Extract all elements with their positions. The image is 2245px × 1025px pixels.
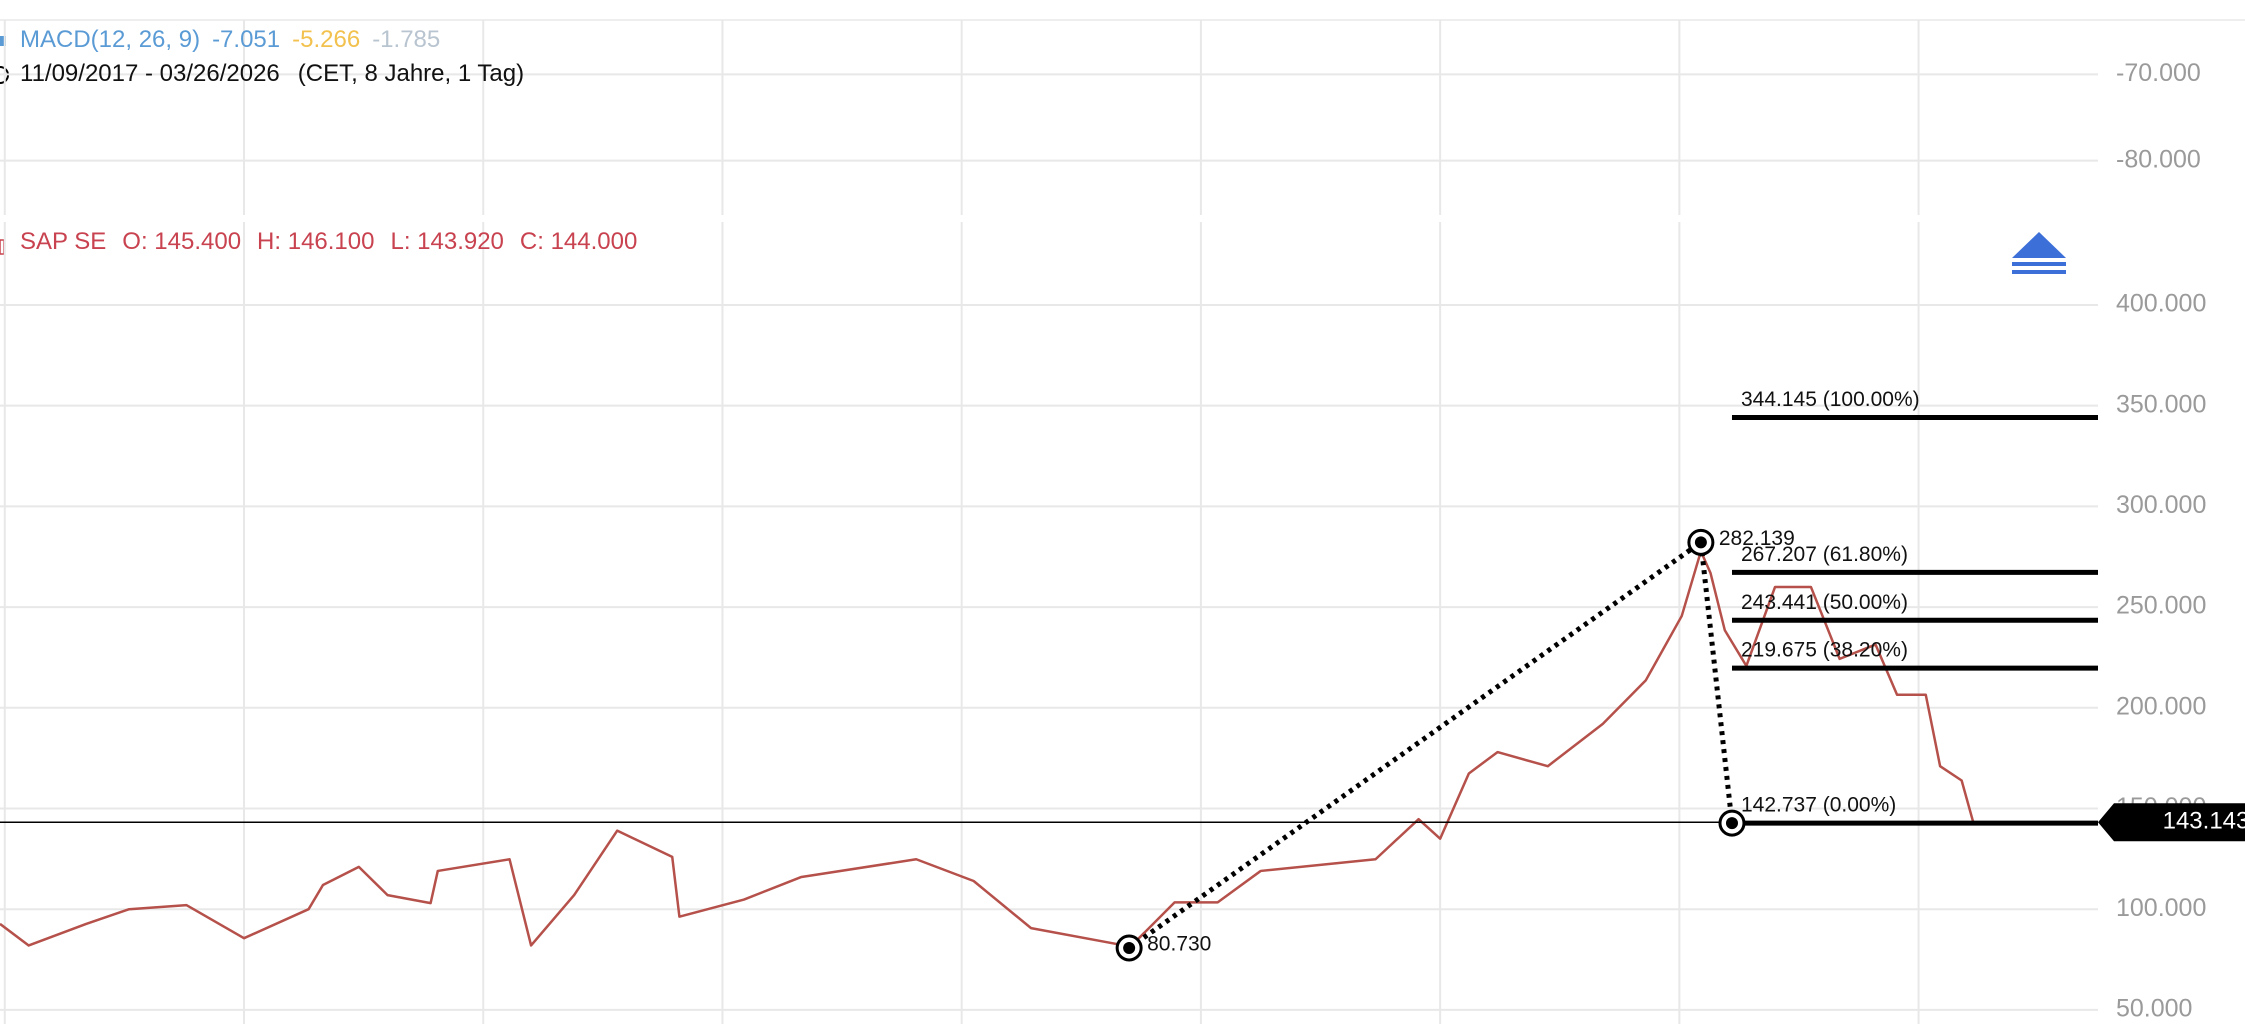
fib-point-dot: [1694, 536, 1707, 549]
fib-point-label: 80.730: [1147, 933, 1211, 956]
ohlc-reading: C: 144.000: [519, 228, 638, 255]
macd-reading: -1.785: [372, 26, 441, 53]
price-badge-label: 143.143: [2163, 808, 2245, 835]
macd-title: MACD(12, 26, 9): [20, 26, 201, 53]
fib-connector: [1127, 537, 1735, 951]
icon-bar: [2012, 262, 2066, 266]
fib-level-label: 142.737 (0.00%): [1741, 794, 1896, 817]
y-tick-label: 100.000: [2116, 894, 2206, 922]
fib-point[interactable]: [1718, 809, 1746, 837]
y-tick-label: 50.000: [2116, 995, 2192, 1023]
fib-level-label: 267.207 (61.80%): [1741, 543, 1908, 566]
ohlc-reading: L: 143.920: [390, 228, 504, 255]
fib-point[interactable]: [1115, 934, 1143, 962]
fib-point-dot: [1725, 817, 1738, 830]
price-badge: [2098, 803, 2245, 842]
y-tick-label: 250.000: [2116, 592, 2206, 620]
price-line: [0, 550, 1975, 950]
y-tick-label: 400.000: [2116, 290, 2206, 318]
macd-reading: -5.266: [292, 26, 361, 53]
ohlc-reading: H: 146.100: [257, 228, 375, 255]
macd-header: MACD(12, 26, 9) -7.051 -5.266 -1.785: [20, 26, 440, 54]
range-note: (CET, 8 Jahre, 1 Tag): [297, 60, 525, 87]
y-tick-label: -80.000: [2116, 145, 2201, 173]
grid: [0, 20, 2098, 1024]
icon-bar: [2012, 270, 2066, 274]
macd-marker: [0, 36, 6, 46]
date-header: 11/09/2017 - 03/26/2026 (CET, 8 Jahre, 1…: [20, 60, 524, 88]
price-header: SAP SE O: 145.400 H: 146.100 L: 143.920 C: …: [20, 228, 637, 256]
candle-icon: [0, 239, 5, 255]
macd-reading: -7.051: [212, 26, 281, 53]
y-tick-label: 300.000: [2116, 491, 2206, 519]
y-tick-label: -70.000: [2116, 59, 2201, 87]
icon-triangle: [2012, 232, 2066, 258]
y-tick-label: 200.000: [2116, 692, 2206, 720]
date-range: 11/09/2017 - 03/26/2026: [20, 60, 280, 87]
ohlc-reading: O: 145.400: [122, 228, 242, 255]
fib-point[interactable]: [1687, 528, 1715, 556]
fib-level-label: 219.675 (38.20%): [1741, 639, 1908, 662]
fib-point-label: 282.139: [1719, 527, 1795, 550]
symbol-title: SAP SE: [20, 228, 107, 255]
fib-level-label: 344.145 (100.00%): [1741, 388, 1920, 411]
fib-level-label: 243.441 (50.00%): [1741, 591, 1908, 614]
collapse-icon[interactable]: [2012, 232, 2066, 274]
fib-point-dot: [1123, 942, 1136, 955]
y-tick-label: 350.000: [2116, 390, 2206, 418]
